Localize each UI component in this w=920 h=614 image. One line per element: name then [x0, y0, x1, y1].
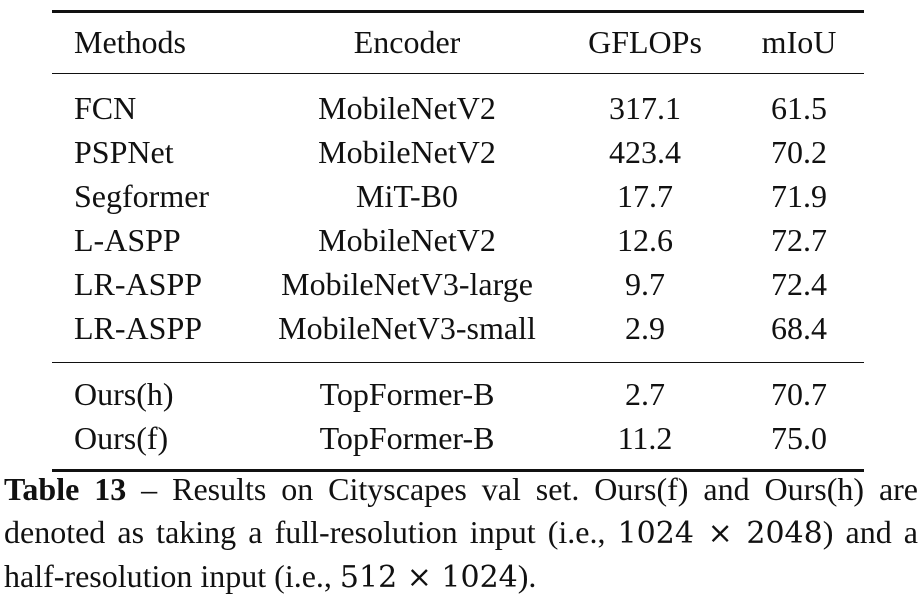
cell-miou: 61.5 [771, 90, 827, 126]
caption-label: Table 13 [4, 471, 127, 507]
cell-miou: 68.4 [771, 310, 827, 346]
cell-miou: 72.4 [771, 266, 827, 302]
cell-miou: 75.0 [771, 420, 827, 456]
baseline-rows: FCN MobileNetV2 317.1 61.5 PSPNet Mobile… [52, 73, 864, 363]
cell-encoder: TopFormer-B [319, 420, 495, 456]
cell-method: Ours(h) [74, 376, 174, 412]
cell-method: Ours(f) [74, 420, 169, 456]
table-header: Methods Encoder GFLOPs mIoU [52, 11, 864, 74]
table-row: Segformer MiT-B0 17.7 71.9 [52, 174, 864, 218]
cell-encoder: TopFormer-B [319, 376, 495, 412]
table-row: PSPNet MobileNetV2 423.4 70.2 [52, 130, 864, 174]
cell-method: FCN [74, 90, 137, 126]
results-table-container: Methods Encoder GFLOPs mIoU FCN MobileNe… [52, 10, 864, 472]
cell-method: Segformer [74, 178, 210, 214]
table-row: LR-ASPP MobileNetV3-small 2.9 68.4 [52, 306, 864, 363]
header-gflops: GFLOPs [588, 24, 702, 60]
cell-gflops: 317.1 [609, 90, 681, 126]
cell-gflops: 423.4 [609, 134, 681, 170]
caption-text: ). [517, 558, 537, 594]
ours-rows: Ours(h) TopFormer-B 2.7 70.7 Ours(f) Top… [52, 362, 864, 471]
caption-math-half-resolution: 512 × 1024 [339, 560, 518, 595]
results-table: Methods Encoder GFLOPs mIoU FCN MobileNe… [52, 10, 864, 472]
caption-text: ) and a half-resolution input (i.e., [4, 514, 919, 594]
cell-method: LR-ASPP [74, 266, 203, 302]
cell-encoder: MobileNetV2 [318, 134, 496, 170]
caption-math-full-resolution: 1024 × 2048 [617, 516, 823, 551]
cell-gflops: 12.6 [617, 222, 673, 258]
cell-miou: 70.2 [771, 134, 827, 170]
table-caption: Table 13 – Results on Cityscapes val set… [4, 468, 918, 599]
table-row: Ours(f) TopFormer-B 11.2 75.0 [52, 416, 864, 471]
cell-gflops: 2.7 [625, 376, 665, 412]
cell-method: LR-ASPP [74, 310, 203, 346]
header-methods: Methods [74, 24, 186, 60]
cell-miou: 71.9 [771, 178, 827, 214]
cell-gflops: 2.9 [625, 310, 665, 346]
caption-dash: – [126, 471, 173, 507]
header-encoder: Encoder [353, 24, 461, 60]
cell-encoder: MobileNetV3-small [278, 310, 536, 346]
header-miou: mIoU [761, 24, 837, 60]
cell-method: PSPNet [74, 134, 174, 170]
cell-gflops: 9.7 [625, 266, 665, 302]
cell-encoder: MobileNetV3-large [281, 266, 533, 302]
cell-gflops: 17.7 [617, 178, 673, 214]
cell-encoder: MobileNetV2 [318, 222, 496, 258]
caption-text: Results on Cityscapes val set. Ours(f) a… [4, 471, 919, 550]
cell-miou: 72.7 [771, 222, 827, 258]
cell-encoder: MobileNetV2 [318, 90, 496, 126]
table-row: Ours(h) TopFormer-B 2.7 70.7 [52, 362, 864, 417]
cell-miou: 70.7 [771, 376, 827, 412]
cell-method: L-ASPP [74, 222, 181, 258]
table-row: L-ASPP MobileNetV2 12.6 72.7 [52, 218, 864, 262]
header-row: Methods Encoder GFLOPs mIoU [52, 11, 864, 74]
table-row: FCN MobileNetV2 317.1 61.5 [52, 73, 864, 131]
cell-gflops: 11.2 [617, 420, 673, 456]
table-row: LR-ASPP MobileNetV3-large 9.7 72.4 [52, 262, 864, 306]
cell-encoder: MiT-B0 [356, 178, 458, 214]
